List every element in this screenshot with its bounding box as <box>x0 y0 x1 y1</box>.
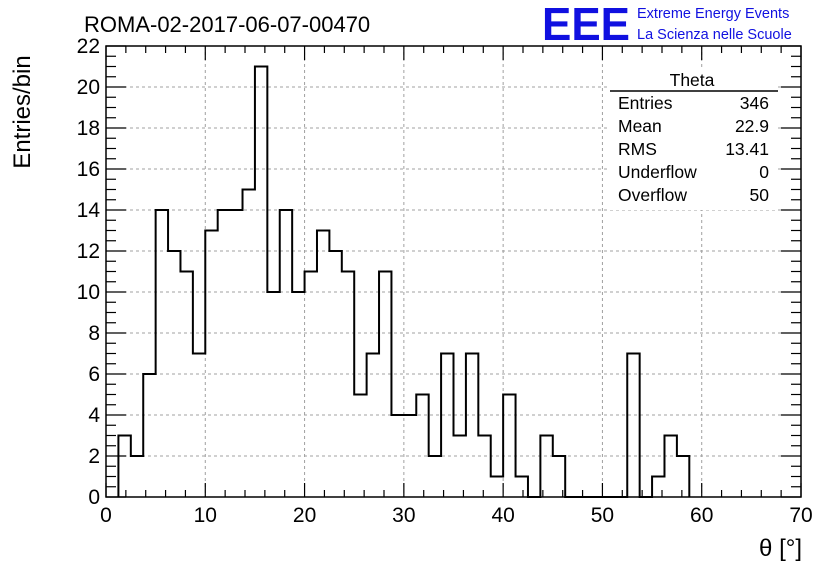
y-tick-label: 14 <box>77 199 101 222</box>
histogram-bin <box>627 354 639 498</box>
axis-ticks <box>105 45 802 498</box>
histogram-bin <box>677 456 689 497</box>
stats-row-value: 0 <box>759 162 769 182</box>
histogram-bin <box>429 456 441 497</box>
histogram-bin <box>156 210 168 497</box>
stats-row-value: 346 <box>740 93 769 113</box>
x-tick-label: 50 <box>591 504 614 527</box>
stats-row-label: Overflow <box>618 185 687 205</box>
histogram-bin <box>342 272 354 498</box>
histogram-bin <box>664 436 676 498</box>
logo: EEE Extreme Energy Events La Scienza nel… <box>542 0 792 50</box>
stats-box: Theta Entries 346 Mean 22.9 RMS 13.41 Underflo… <box>610 70 778 210</box>
y-tick-label: 16 <box>77 158 100 181</box>
histogram-bin <box>416 395 428 498</box>
histogram-bin <box>491 477 503 498</box>
x-tick-label: 40 <box>491 504 514 527</box>
y-tick-label: 2 <box>88 445 100 468</box>
histogram-bin <box>454 436 466 498</box>
axis-tick-labels: 0 10 20 30 40 50 60 70 0 2 4 6 8 10 12 14 16 18 20 22 <box>77 35 813 527</box>
stats-row-value: 22.9 <box>735 116 769 136</box>
x-axis-label: θ [°] <box>759 535 802 562</box>
histogram-bin <box>317 231 329 498</box>
logo-line-1: Extreme Energy Events <box>637 6 789 22</box>
histogram-bin <box>503 395 515 498</box>
histogram-bin <box>652 477 664 498</box>
logo-mark: EEE <box>542 0 630 50</box>
histogram-bin <box>466 354 478 498</box>
chart-title: ROMA-02-2017-06-07-00470 <box>84 12 370 37</box>
histogram-bin <box>205 231 217 498</box>
y-tick-label: 0 <box>88 486 100 509</box>
y-tick-label: 8 <box>88 322 100 345</box>
stats-row-label: Underflow <box>618 162 697 182</box>
histogram-bin <box>118 436 130 498</box>
histogram-bin <box>267 292 279 497</box>
histogram-bin <box>478 436 490 498</box>
y-tick-label: 22 <box>77 35 100 58</box>
histogram-bin <box>180 272 192 498</box>
x-tick-label: 70 <box>789 504 812 527</box>
stats-title: Theta <box>670 70 715 90</box>
y-axis-label: Entries/bin <box>9 55 36 168</box>
histogram-bin <box>255 67 267 498</box>
histogram-bin <box>379 272 391 498</box>
x-tick-label: 0 <box>100 504 112 527</box>
logo-line-2: La Scienza nelle Scuole <box>637 27 792 43</box>
y-tick-label: 18 <box>77 117 100 140</box>
histogram-bin <box>230 210 242 497</box>
histogram-bin <box>553 456 565 497</box>
histogram-bin <box>516 477 528 498</box>
y-tick-label: 20 <box>77 76 100 99</box>
y-tick-label: 6 <box>88 363 100 386</box>
x-tick-label: 30 <box>392 504 415 527</box>
histogram-bin <box>131 456 143 497</box>
histogram-bin <box>540 436 552 498</box>
histogram-bin <box>243 190 255 498</box>
stats-row-value: 13.41 <box>725 139 769 159</box>
y-tick-label: 4 <box>88 404 100 427</box>
histogram-bin <box>280 210 292 497</box>
histogram-bin <box>441 354 453 498</box>
histogram-bin <box>218 210 230 497</box>
histogram-bin <box>193 354 205 498</box>
histogram-bin <box>305 272 317 498</box>
y-tick-label: 10 <box>77 281 100 304</box>
histogram-bin <box>292 292 304 497</box>
x-tick-label: 10 <box>194 504 217 527</box>
stats-row-label: RMS <box>618 139 657 159</box>
stats-row-label: Mean <box>618 116 662 136</box>
x-tick-label: 60 <box>690 504 713 527</box>
x-tick-label: 20 <box>293 504 316 527</box>
y-tick-label: 12 <box>77 240 100 263</box>
histogram-bin <box>143 374 155 497</box>
stats-row-label: Entries <box>618 93 673 113</box>
stats-row-value: 50 <box>750 185 770 205</box>
histogram-bin <box>354 395 366 498</box>
histogram-bin <box>367 354 379 498</box>
